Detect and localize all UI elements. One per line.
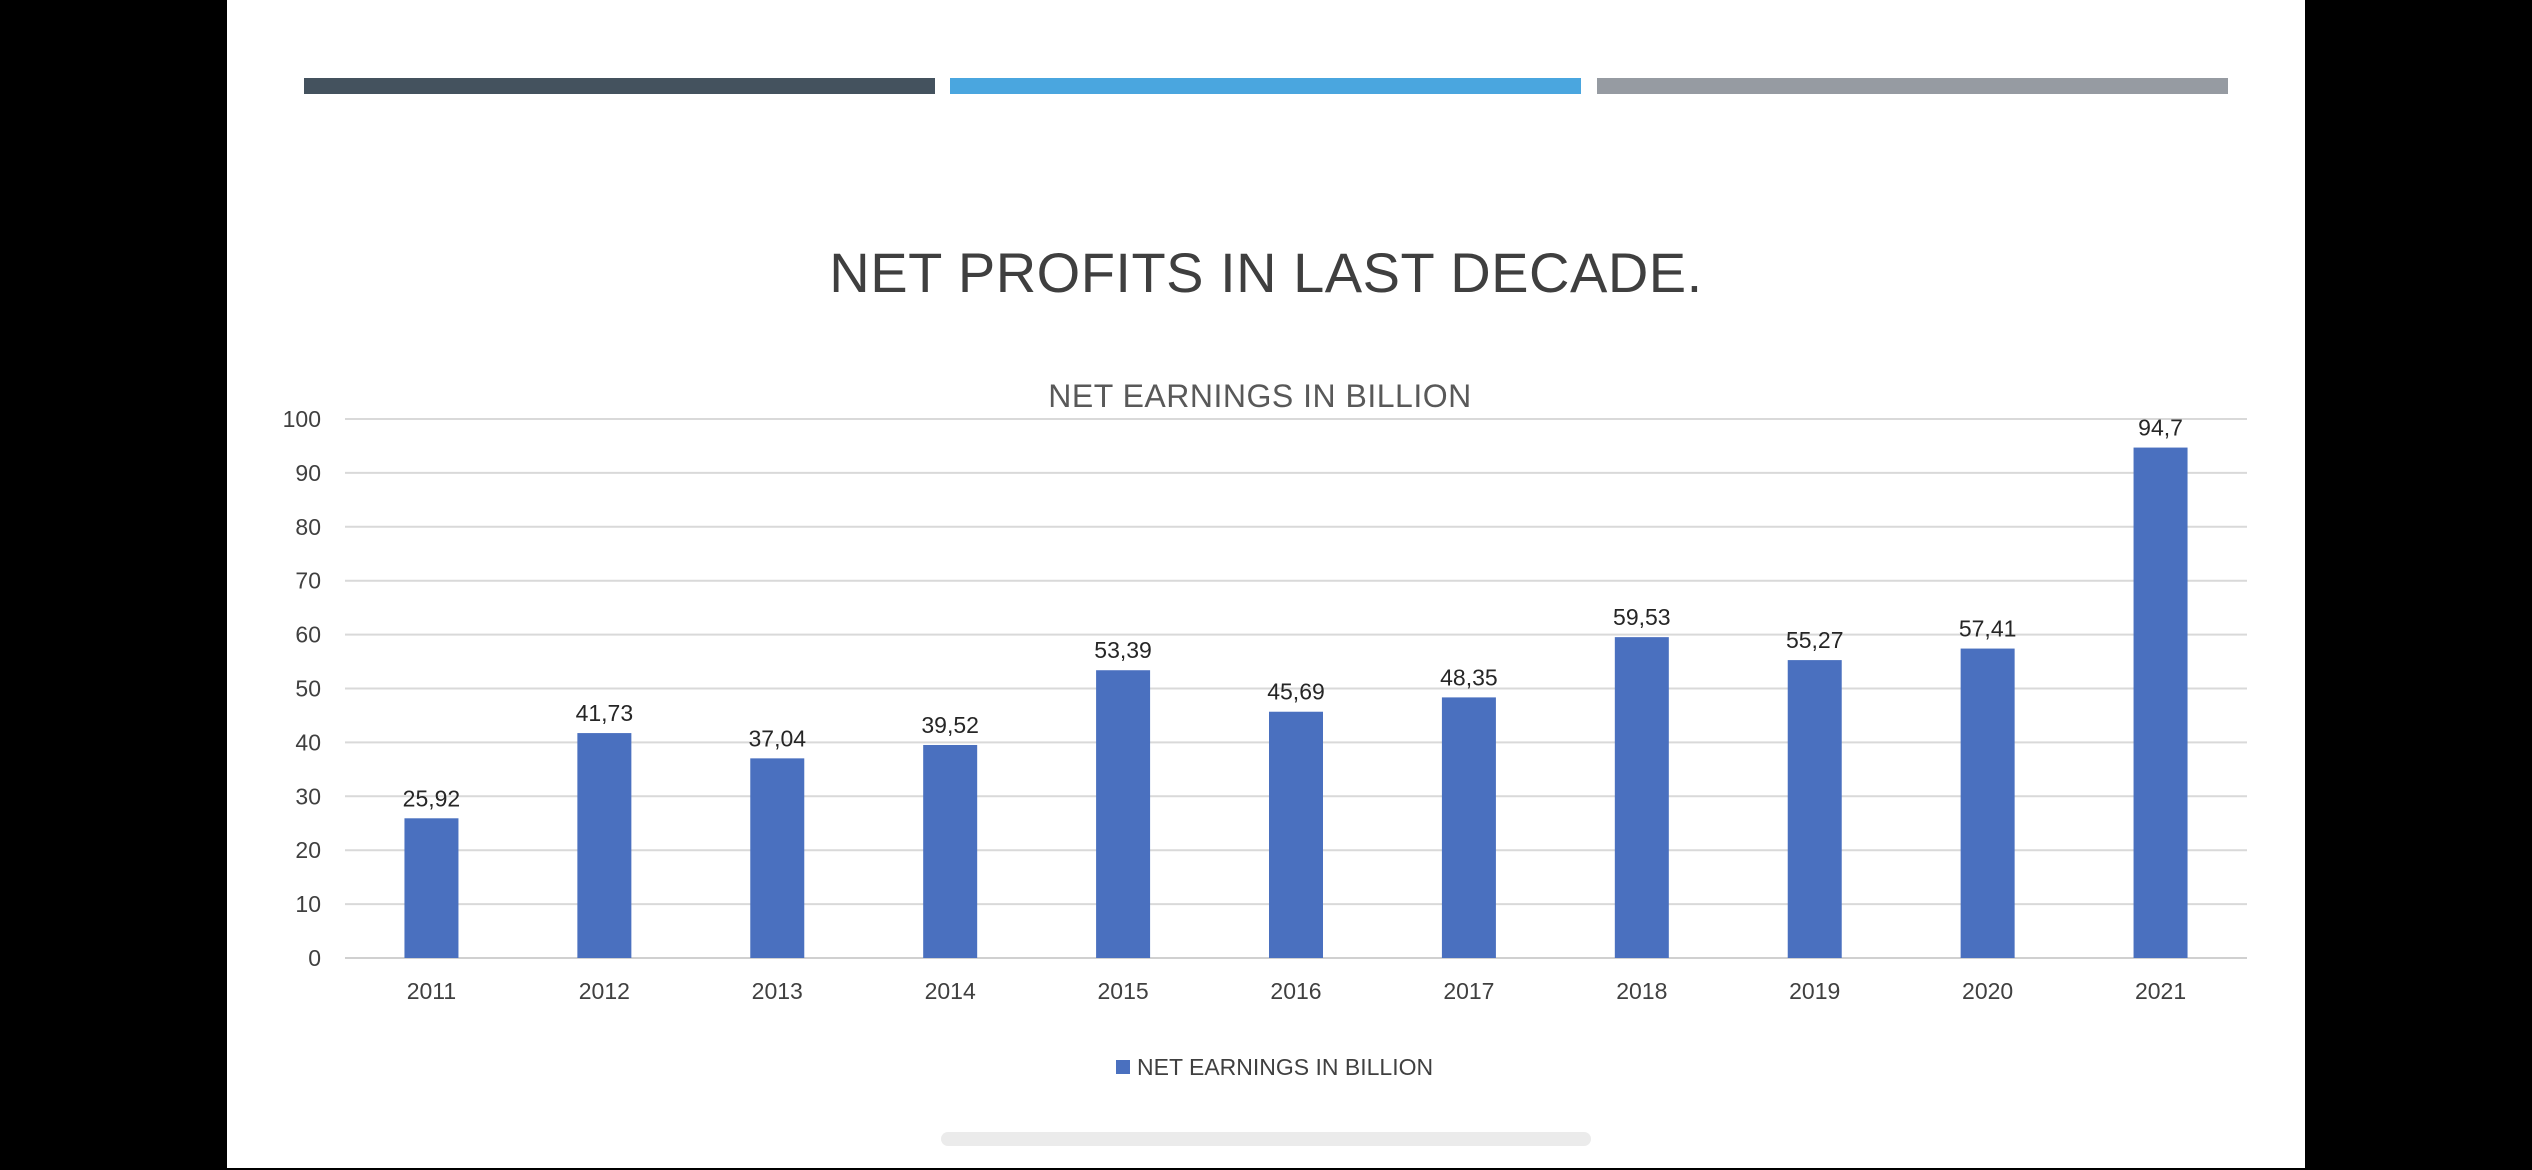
slide-title: NET PROFITS IN LAST DECADE. (829, 241, 1703, 304)
legend-swatch (1116, 1060, 1130, 1074)
x-tick-label: 2013 (752, 978, 803, 1004)
y-tick-label: 10 (295, 891, 321, 917)
x-tick-label: 2021 (2135, 978, 2186, 1004)
y-tick-label: 70 (295, 568, 321, 594)
bar (1096, 670, 1151, 958)
scroll-indicator[interactable] (941, 1132, 1591, 1146)
y-tick-label: 0 (308, 945, 321, 971)
data-label: 39,52 (921, 712, 979, 738)
x-tick-label: 2019 (1789, 978, 1840, 1004)
y-tick-label: 90 (295, 460, 321, 486)
data-label: 53,39 (1094, 637, 1152, 663)
legend: NET EARNINGS IN BILLION (1116, 1054, 1433, 1080)
x-tick-label: 2015 (1098, 978, 1149, 1004)
accent-strip-gray (1597, 78, 2228, 94)
bar (1960, 648, 2015, 958)
x-tick-label: 2012 (579, 978, 630, 1004)
y-tick-label: 100 (283, 406, 321, 432)
bar (404, 818, 459, 958)
x-tick-label: 2016 (1270, 978, 1321, 1004)
bars (404, 447, 2188, 958)
legend-label: NET EARNINGS IN BILLION (1137, 1054, 1433, 1080)
data-label: 45,69 (1267, 679, 1325, 705)
slide: NET PROFITS IN LAST DECADE. NET EARNINGS… (227, 0, 2305, 1168)
x-tick-label: 2018 (1616, 978, 1667, 1004)
bar (1787, 660, 1842, 958)
y-tick-label: 30 (295, 783, 321, 809)
bar (1614, 637, 1669, 958)
data-label: 41,73 (576, 700, 634, 726)
bar (2133, 447, 2188, 958)
data-label: 48,35 (1440, 664, 1498, 690)
data-label: 37,04 (748, 725, 806, 751)
accent-strip-blue (950, 78, 1581, 94)
bar (1269, 711, 1323, 958)
y-tick-label: 20 (295, 837, 321, 863)
y-axis-ticks: 0 10 20 30 40 50 60 70 80 90 100 (283, 406, 321, 971)
data-label: 57,41 (1959, 616, 2017, 642)
bar (923, 744, 978, 958)
x-tick-label: 2011 (407, 978, 456, 1004)
data-label: 59,53 (1613, 604, 1671, 630)
x-tick-label: 2017 (1443, 978, 1494, 1004)
bar-chart: NET EARNINGS IN BILLION 0 10 20 30 40 50 60 70 8… (283, 378, 2247, 1080)
x-tick-label: 2020 (1962, 978, 2013, 1004)
y-tick-label: 50 (295, 676, 321, 702)
y-tick-label: 60 (295, 622, 321, 648)
x-tick-label: 2014 (925, 978, 976, 1004)
y-tick-label: 80 (295, 514, 321, 540)
data-labels: 25,92 41,73 37,04 39,52 53,39 45,69 48,35 59,53… (403, 415, 2183, 812)
x-axis-ticks: 2011 2012 2013 2014 2015 2016 2017 2018 2019 2020… (407, 978, 2186, 1004)
data-label: 94,7 (2138, 415, 2183, 441)
data-label: 55,27 (1786, 627, 1844, 653)
chart-title: NET EARNINGS IN BILLION (1048, 378, 1471, 414)
bar (577, 733, 632, 958)
y-tick-label: 40 (295, 729, 321, 755)
accent-strip-dark (304, 78, 935, 94)
bar (1441, 697, 1496, 958)
data-label: 25,92 (403, 785, 461, 811)
bar (750, 758, 805, 958)
